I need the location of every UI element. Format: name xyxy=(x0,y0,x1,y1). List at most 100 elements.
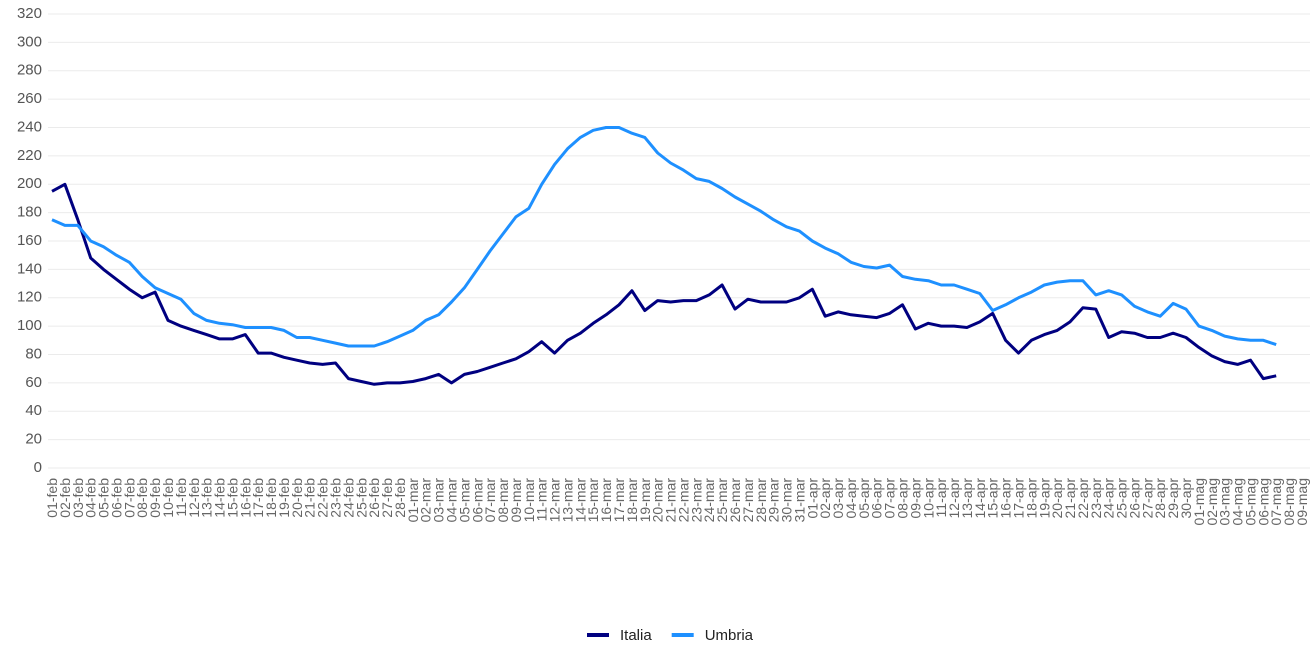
x-tick-label: 09-mag xyxy=(1294,478,1310,525)
x-tick-label: 09-mar xyxy=(508,478,524,523)
x-tick-label: 27-feb xyxy=(379,478,395,518)
x-tick-label: 04-mag xyxy=(1230,478,1246,525)
legend-label: Italia xyxy=(620,627,652,644)
x-tick-label: 03-mar xyxy=(431,478,447,523)
x-tick-label: 20-mar xyxy=(650,478,666,523)
y-tick-label: 300 xyxy=(17,33,42,50)
x-tick-label: 24-mar xyxy=(701,478,717,523)
x-tick-label: 14-feb xyxy=(212,478,228,518)
x-tick-label: 28-feb xyxy=(392,478,408,518)
y-tick-label: 320 xyxy=(17,5,42,22)
x-tick-label: 16-feb xyxy=(237,478,253,518)
x-tick-label: 02-feb xyxy=(57,478,73,518)
line xyxy=(51,182,1277,386)
x-tick-label: 06-mag xyxy=(1255,478,1271,525)
x-tick-label: 13-apr xyxy=(959,478,975,519)
x-tick-label: 25-feb xyxy=(353,478,369,518)
x-tick-label: 12-feb xyxy=(186,478,202,518)
x-tick-label: 18-feb xyxy=(263,478,279,518)
x-tick-label: 05-feb xyxy=(96,478,112,518)
x-tick-label: 25-mar xyxy=(714,478,730,523)
x-tick-label: 30-mar xyxy=(779,478,795,523)
x-tick-label: 08-mag xyxy=(1281,478,1297,525)
x-tick-label: 10-feb xyxy=(160,478,176,518)
x-tick-label: 20-feb xyxy=(289,478,305,518)
y-tick-label: 20 xyxy=(25,431,42,448)
x-tick-label: 06-feb xyxy=(108,478,124,518)
x-tick-label: 17-apr xyxy=(1010,478,1026,519)
x-tick-label: 10-apr xyxy=(920,478,936,519)
x-tick-label: 24-feb xyxy=(340,478,356,518)
y-tick-label: 240 xyxy=(17,118,42,135)
x-tick-label: 16-apr xyxy=(998,478,1014,519)
y-tick-label: 140 xyxy=(17,260,42,277)
x-tick-label: 02-mar xyxy=(418,478,434,523)
x-tick-label: 16-mar xyxy=(598,478,614,523)
x-tick-label: 21-feb xyxy=(302,478,318,518)
x-tick-label: 28-mar xyxy=(753,478,769,523)
x-tick-label: 21-apr xyxy=(1062,478,1078,519)
x-tick-label: 23-feb xyxy=(328,478,344,518)
x-tick-label: 01-mag xyxy=(1191,478,1207,525)
x-tick-label: 01-feb xyxy=(44,478,60,518)
x-tick-label: 20-apr xyxy=(1049,478,1065,519)
x-tick-label: 02-apr xyxy=(817,478,833,519)
y-tick-label: 200 xyxy=(17,175,42,192)
y-tick-label: 180 xyxy=(17,204,42,221)
y-tick-label: 280 xyxy=(17,62,42,79)
x-tick-label: 25-apr xyxy=(1114,478,1130,519)
x-tick-label: 05-apr xyxy=(856,478,872,519)
x-tick-label: 14-apr xyxy=(972,478,988,519)
x-tick-label: 19-feb xyxy=(276,478,292,518)
x-tick-label: 28-apr xyxy=(1152,478,1168,519)
x-tick-label: 05-mag xyxy=(1242,478,1258,525)
x-tick-label: 09-apr xyxy=(907,478,923,519)
x-tick-label: 12-apr xyxy=(946,478,962,519)
x-tick-label: 21-mar xyxy=(663,478,679,523)
x-tick-label: 11-feb xyxy=(173,478,189,517)
x-tick-label: 22-feb xyxy=(315,478,331,518)
x-tick-label: 06-apr xyxy=(869,478,885,519)
y-tick-label: 100 xyxy=(17,317,42,334)
y-tick-label: 60 xyxy=(25,374,42,391)
x-tick-label: 07-mar xyxy=(482,478,498,523)
x-tick-label: 05-mar xyxy=(456,478,472,523)
y-tick-label: 220 xyxy=(17,147,42,164)
x-tick-label: 27-apr xyxy=(1139,478,1155,519)
x-tick-label: 13-mar xyxy=(559,478,575,523)
x-tick-label: 30-apr xyxy=(1178,478,1194,519)
legend-label: Umbria xyxy=(705,627,754,644)
x-tick-label: 23-mar xyxy=(688,478,704,523)
x-tick-label: 17-mar xyxy=(611,478,627,523)
x-tick-label: 04-mar xyxy=(443,478,459,523)
x-tick-label: 23-apr xyxy=(1088,478,1104,519)
x-tick-label: 19-mar xyxy=(637,478,653,523)
x-tick-label: 07-feb xyxy=(121,478,137,518)
x-tick-label: 29-mar xyxy=(766,478,782,523)
y-tick-label: 120 xyxy=(17,289,42,306)
x-tick-label: 15-feb xyxy=(224,478,240,518)
x-tick-label: 15-mar xyxy=(585,478,601,523)
x-tick-label: 12-mar xyxy=(547,478,563,523)
x-tick-label: 08-mar xyxy=(495,478,511,523)
x-tick-label: 19-apr xyxy=(1036,478,1052,519)
x-tick-label: 22-apr xyxy=(1075,478,1091,519)
x-tick-label: 27-mar xyxy=(740,478,756,523)
x-tick-label: 02-mag xyxy=(1204,478,1220,525)
y-tick-label: 80 xyxy=(25,345,42,362)
y-tick-label: 40 xyxy=(25,402,42,419)
x-tick-label: 18-mar xyxy=(624,478,640,523)
x-tick-label: 03-feb xyxy=(70,478,86,518)
x-tick-label: 29-apr xyxy=(1165,478,1181,519)
x-tick-label: 18-apr xyxy=(1023,478,1039,519)
x-tick-label: 17-feb xyxy=(250,478,266,518)
x-tick-label: 03-mag xyxy=(1217,478,1233,525)
x-tick-label: 26-mar xyxy=(727,478,743,523)
x-tick-label: 08-feb xyxy=(134,478,150,518)
x-tick-label: 14-mar xyxy=(572,478,588,523)
line xyxy=(51,126,1277,348)
x-tick-label: 22-mar xyxy=(675,478,691,523)
x-tick-label: 11-mar xyxy=(534,478,550,522)
x-tick-label: 09-feb xyxy=(147,478,163,518)
